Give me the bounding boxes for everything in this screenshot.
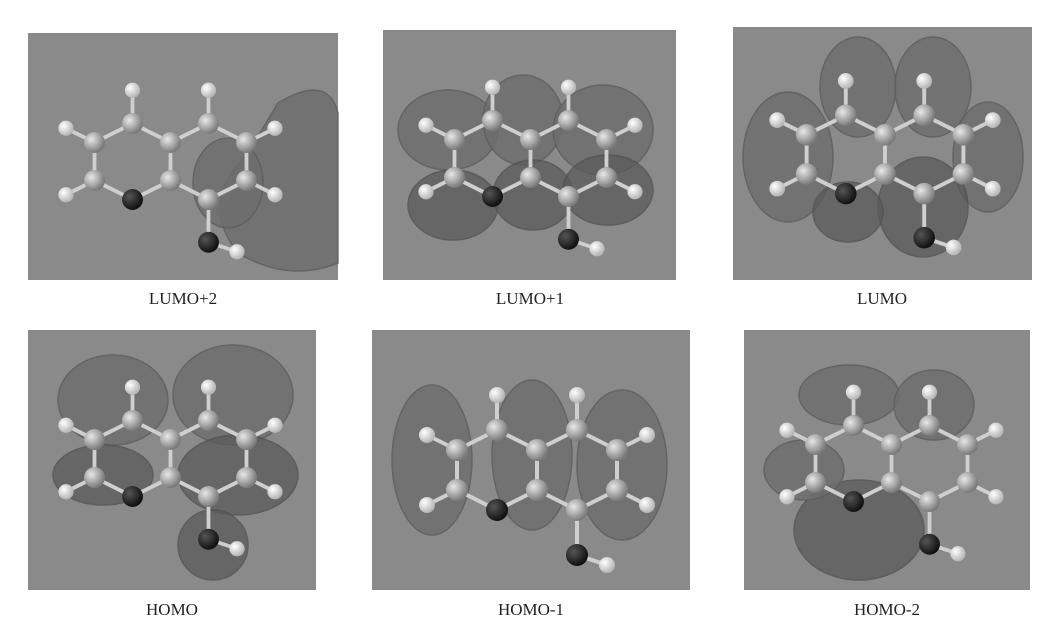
- orbital-label: LUMO: [857, 289, 907, 308]
- orbital-label: HOMO-1: [498, 600, 564, 619]
- orbital-label: LUMO+2: [149, 289, 217, 308]
- orbital-label: LUMO+1: [496, 289, 564, 308]
- orbital-panel: [28, 330, 316, 590]
- figure: LUMO+2 LUMO+1 LUMO HOMO HOMO-1 HOMO-2: [0, 0, 1045, 625]
- lobe: [398, 90, 498, 170]
- page: {"figures": [ {"label": "LUMO+2"}, {"lab…: [0, 0, 1045, 625]
- orbital-panel: [28, 33, 338, 280]
- orbital-panel: [744, 330, 1030, 590]
- orbital-panel: [372, 330, 690, 590]
- orbital-panel: [733, 27, 1032, 280]
- orbital-label: HOMO: [146, 600, 198, 619]
- lobe: [577, 390, 667, 540]
- orbital-label: HOMO-2: [854, 600, 920, 619]
- orbital-panel: [383, 30, 676, 280]
